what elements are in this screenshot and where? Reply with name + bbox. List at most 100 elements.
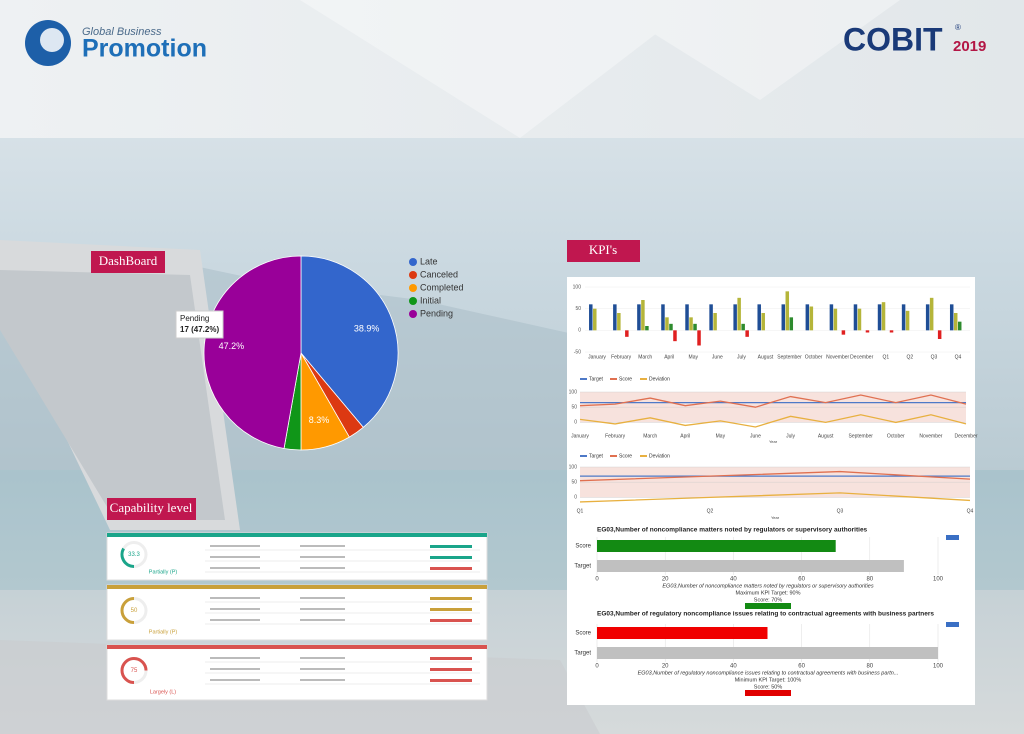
x-tick-label: 20 bbox=[662, 664, 669, 670]
bar bbox=[597, 627, 768, 639]
x-tick-label: May bbox=[689, 354, 699, 360]
y-tick-label: 50 bbox=[575, 306, 581, 312]
bar bbox=[905, 310, 910, 331]
bar bbox=[853, 304, 858, 331]
bar bbox=[613, 304, 617, 331]
target-text: Maximum KPI Target: 90% bbox=[735, 590, 800, 596]
x-tick-label: January bbox=[571, 433, 589, 439]
x-tick-label: Q4 bbox=[955, 354, 962, 360]
bar bbox=[617, 313, 621, 331]
score-text: Score: 70% bbox=[754, 597, 783, 603]
cobit: COBIT bbox=[843, 21, 943, 57]
bar bbox=[833, 308, 838, 331]
row-status bbox=[430, 597, 472, 600]
bar bbox=[949, 304, 954, 331]
row-status bbox=[430, 619, 472, 622]
bar bbox=[709, 304, 713, 331]
bar bbox=[693, 323, 697, 331]
legend-label: Score bbox=[619, 376, 632, 382]
x-tick-label: 0 bbox=[595, 577, 599, 583]
x-tick-label: October bbox=[805, 354, 823, 360]
x-tick-label: Q1 bbox=[882, 354, 889, 360]
bar bbox=[713, 313, 717, 331]
bar bbox=[877, 304, 882, 331]
bar bbox=[757, 304, 761, 331]
x-tick-label: October bbox=[887, 433, 905, 439]
bar bbox=[673, 330, 677, 342]
row-status bbox=[430, 545, 472, 548]
score-text: Score: 50% bbox=[754, 684, 783, 690]
x-tick-label: July bbox=[737, 354, 746, 360]
y-tick-label: 100 bbox=[569, 464, 578, 470]
pie-slice bbox=[203, 255, 302, 449]
x-tick-label: September bbox=[848, 433, 873, 439]
caption: EG03,Number of noncompliance matters not… bbox=[662, 583, 873, 589]
bar bbox=[645, 326, 649, 331]
bar bbox=[637, 304, 641, 331]
brand-small: Global Business bbox=[82, 26, 162, 38]
bar bbox=[597, 540, 836, 552]
x-tick-label: 40 bbox=[730, 664, 737, 670]
bar bbox=[761, 313, 765, 331]
x-tick-label: August bbox=[818, 433, 834, 439]
row-status bbox=[430, 657, 472, 660]
cobit-mark: ® bbox=[955, 23, 961, 32]
x-tick-label: May bbox=[716, 433, 726, 439]
legend-label: Target bbox=[589, 453, 604, 459]
row-text bbox=[300, 608, 345, 610]
slice-label: 47.2% bbox=[219, 341, 245, 351]
legend-label: Deviation bbox=[649, 376, 670, 382]
x-tick-label: June bbox=[750, 433, 761, 439]
section-label bbox=[107, 498, 196, 520]
gauge-value: 50 bbox=[131, 608, 138, 614]
row-text bbox=[300, 567, 345, 569]
x-tick-label: 80 bbox=[866, 577, 873, 583]
row-status bbox=[430, 679, 472, 682]
bar bbox=[953, 313, 958, 331]
x-tick-label: 20 bbox=[662, 577, 669, 583]
y-tick-label: 0 bbox=[574, 495, 577, 501]
bar bbox=[829, 304, 834, 331]
bar bbox=[789, 317, 794, 331]
laptop-display bbox=[0, 270, 225, 520]
caption: EG03,Number of regulatory noncompliance … bbox=[638, 670, 899, 676]
legend-swatch bbox=[946, 535, 959, 540]
y-tick-label: 0 bbox=[578, 328, 581, 334]
card-header bbox=[107, 645, 487, 649]
bar bbox=[957, 321, 962, 331]
bar bbox=[665, 317, 669, 331]
gauge-arc bbox=[120, 547, 135, 568]
legend-label: Completed bbox=[420, 282, 464, 292]
legend-label: Deviation bbox=[649, 453, 670, 459]
bar bbox=[641, 300, 645, 331]
x-tick-label: Q2 bbox=[907, 354, 914, 360]
x-tick-label: 100 bbox=[933, 577, 944, 583]
row-status bbox=[430, 668, 472, 671]
bar bbox=[669, 323, 673, 331]
series-line bbox=[579, 414, 967, 428]
x-tick-label: 40 bbox=[730, 577, 737, 583]
pie-slice bbox=[300, 255, 399, 428]
legend-swatch bbox=[409, 258, 417, 266]
bar bbox=[929, 297, 934, 331]
x-tick-label: February bbox=[605, 433, 626, 439]
bar bbox=[901, 304, 906, 331]
y-tick-label: 0 bbox=[574, 420, 577, 426]
tooltip bbox=[175, 310, 224, 339]
bar bbox=[661, 304, 665, 331]
row-text bbox=[300, 597, 345, 599]
x-tick-label: July bbox=[786, 433, 795, 439]
header-shapes bbox=[300, 0, 900, 138]
x-tick-label: February bbox=[611, 354, 632, 360]
section-label bbox=[567, 240, 640, 262]
bar bbox=[781, 304, 786, 331]
bar bbox=[881, 302, 886, 331]
x-tick-label: November bbox=[919, 433, 942, 439]
row-text bbox=[300, 657, 345, 659]
legend-label: Late bbox=[420, 256, 438, 266]
row-text bbox=[210, 567, 260, 569]
x-tick-label: December bbox=[850, 354, 873, 360]
row-text bbox=[210, 679, 260, 681]
gauge-value: 33.3 bbox=[128, 552, 140, 558]
